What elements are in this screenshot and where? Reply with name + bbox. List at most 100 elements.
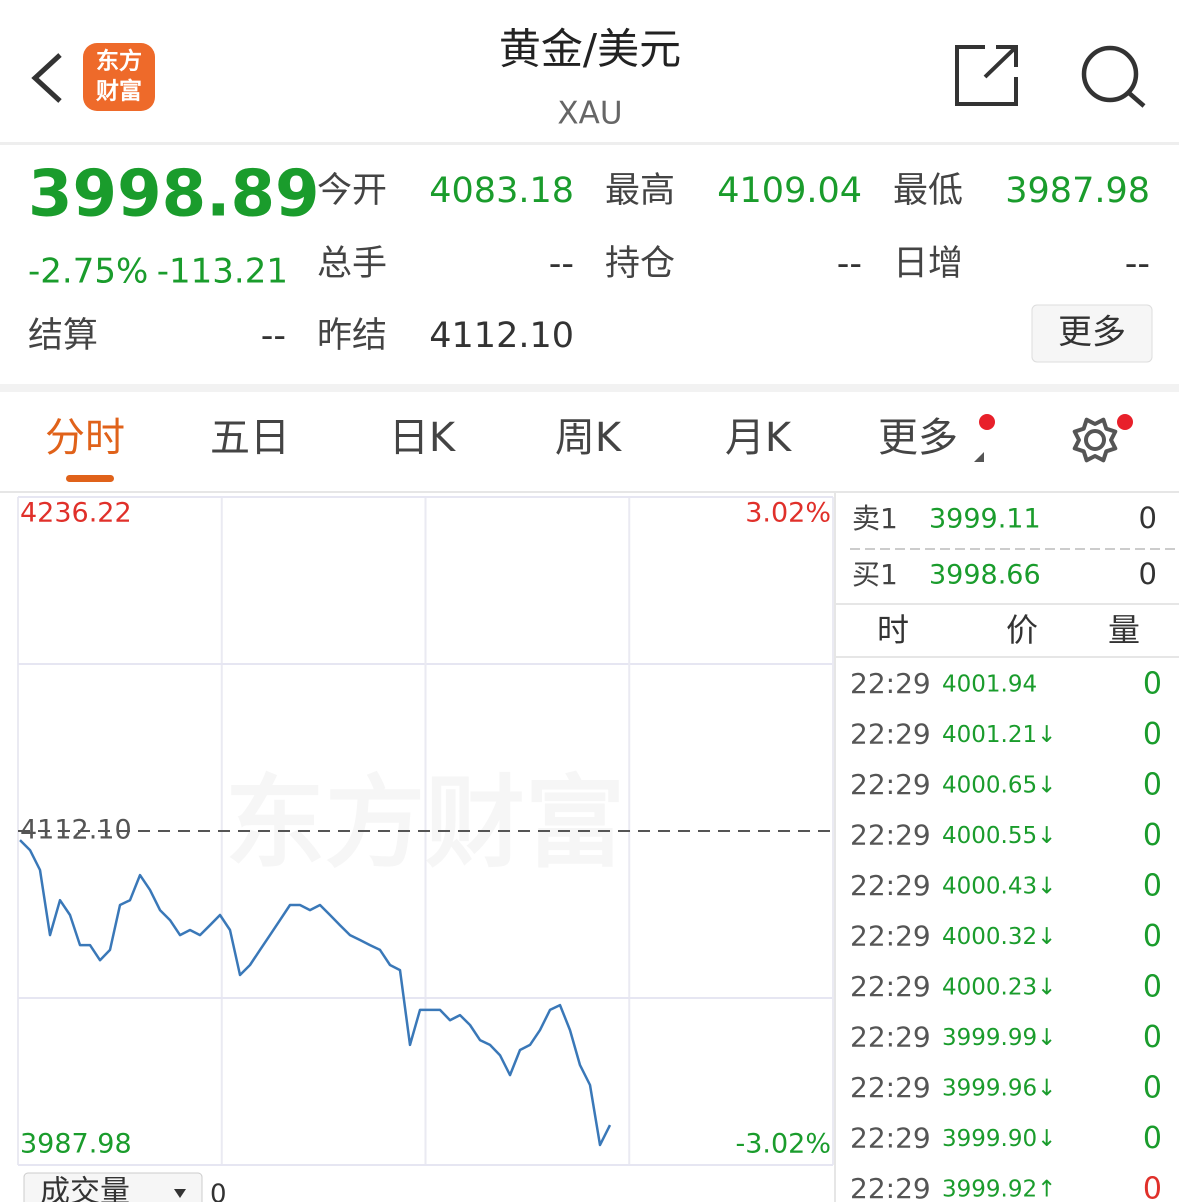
trade-price: 4001.21↓	[942, 722, 1056, 748]
field-value: --	[549, 244, 574, 284]
field-label: 持仓	[605, 244, 675, 284]
title: 黄金/美元	[499, 25, 681, 74]
gear	[1072, 417, 1118, 463]
book-volume: 0	[1139, 557, 1157, 591]
book-side: 买1	[852, 558, 898, 591]
y-tick-label: 4112.10	[20, 815, 132, 846]
trade-volume: 0	[1143, 869, 1162, 904]
trade-time: 22:29	[850, 819, 931, 852]
trade-time: 22:29	[850, 1021, 931, 1054]
trade-time: 22:29	[850, 1172, 931, 1202]
y-tick-label: 4236.22	[20, 498, 132, 529]
tab[interactable]: 五日	[210, 415, 290, 461]
price-line	[19, 839, 612, 1147]
field-label: 日增	[893, 244, 963, 284]
divider	[0, 384, 1179, 392]
field-value: 4083.18	[429, 171, 574, 211]
trade-time: 22:29	[850, 667, 931, 700]
trade-volume: 0	[1143, 1020, 1162, 1055]
trade-volume: 0	[1143, 818, 1162, 853]
tab-indicator	[66, 475, 114, 482]
trade-price: 3999.99↓	[942, 1025, 1056, 1051]
volume-label[interactable]: 成交量	[40, 1175, 130, 1202]
trade-volume: 0	[1143, 1172, 1162, 1202]
tab[interactable]: 月K	[725, 415, 793, 461]
book-price: 3999.11	[929, 504, 1041, 535]
field-label: 昨结	[317, 316, 387, 356]
field-value: 3987.98	[1005, 171, 1150, 211]
column-header: 量	[1108, 611, 1140, 649]
divider	[836, 656, 1179, 658]
column-header: 时	[877, 611, 909, 649]
y2-tick-label: 3.02%	[745, 498, 831, 529]
trade-price: 3999.92↑	[942, 1177, 1056, 1202]
trade-price: 4000.65↓	[942, 773, 1056, 799]
gear	[1084, 429, 1106, 451]
trade-price: 4000.23↓	[942, 975, 1056, 1001]
logo-text: 财富	[96, 78, 142, 105]
dropdown-icon	[974, 452, 984, 462]
trade-price: 4000.43↓	[942, 874, 1056, 900]
change-pct: -2.75%	[28, 252, 148, 292]
back-button[interactable]	[31, 53, 62, 103]
tab[interactable]: 分时	[45, 415, 125, 461]
column-header: 价	[1006, 611, 1038, 649]
trade-price: 3999.90↓	[942, 1126, 1056, 1152]
book-price: 3998.66	[929, 560, 1041, 591]
trade-volume: 0	[1143, 1121, 1162, 1156]
field-label: 今开	[317, 171, 387, 211]
field-label: 总手	[317, 244, 387, 284]
share-button[interactable]	[955, 45, 1018, 106]
last-price: 3998.89	[28, 158, 320, 232]
trade-volume: 0	[1143, 667, 1162, 702]
tab[interactable]: 日K	[389, 415, 457, 461]
trade-price: 3999.96↓	[942, 1076, 1056, 1102]
field-label: 结算	[28, 316, 98, 356]
trade-time: 22:29	[850, 869, 931, 902]
trade-volume: 0	[1143, 717, 1162, 752]
y2-tick-label: -3.02%	[735, 1129, 831, 1160]
logo	[83, 43, 155, 111]
volume-selector[interactable]	[23, 1172, 203, 1202]
trade-price: 4001.94	[942, 672, 1037, 698]
divider	[0, 491, 1179, 493]
change: -113.21	[157, 252, 288, 292]
search-button[interactable]	[1081, 45, 1146, 108]
trade-volume: 0	[1143, 970, 1162, 1005]
trade-volume: 0	[1143, 768, 1162, 803]
y-tick-label: 3987.98	[20, 1129, 132, 1160]
field-label: 最高	[605, 171, 675, 211]
trade-price: 4000.32↓	[942, 924, 1056, 950]
field-value: 4109.04	[717, 171, 862, 211]
tab[interactable]: 周K	[555, 415, 623, 461]
field-value: --	[1125, 244, 1150, 284]
field-value: 4112.10	[429, 316, 574, 356]
trade-volume: 0	[1143, 1071, 1162, 1106]
badge	[1117, 414, 1133, 430]
trade-time: 22:29	[850, 920, 931, 953]
volume-value: 0	[210, 1180, 227, 1202]
badge	[979, 414, 995, 430]
trade-time: 22:29	[850, 718, 931, 751]
subtitle: XAU	[557, 96, 622, 132]
divider	[836, 603, 1179, 605]
more-button-label[interactable]: 更多	[1058, 313, 1126, 353]
field-value: --	[837, 244, 862, 284]
tab[interactable]: 更多	[878, 415, 958, 461]
field-value: --	[261, 316, 286, 356]
trade-time: 22:29	[850, 1071, 931, 1104]
more-button[interactable]	[1031, 304, 1153, 363]
field-label: 最低	[893, 171, 963, 211]
book-volume: 0	[1139, 501, 1157, 535]
trade-time: 22:29	[850, 1122, 931, 1155]
settings-button[interactable]	[1072, 417, 1118, 463]
trade-price: 4000.55↓	[942, 823, 1056, 849]
trade-time: 22:29	[850, 768, 931, 801]
trade-volume: 0	[1143, 919, 1162, 954]
logo-text: 东方	[96, 48, 142, 75]
trade-time: 22:29	[850, 970, 931, 1003]
dropdown-icon	[174, 1189, 186, 1198]
divider	[834, 493, 836, 1202]
book-side: 卖1	[852, 502, 898, 535]
